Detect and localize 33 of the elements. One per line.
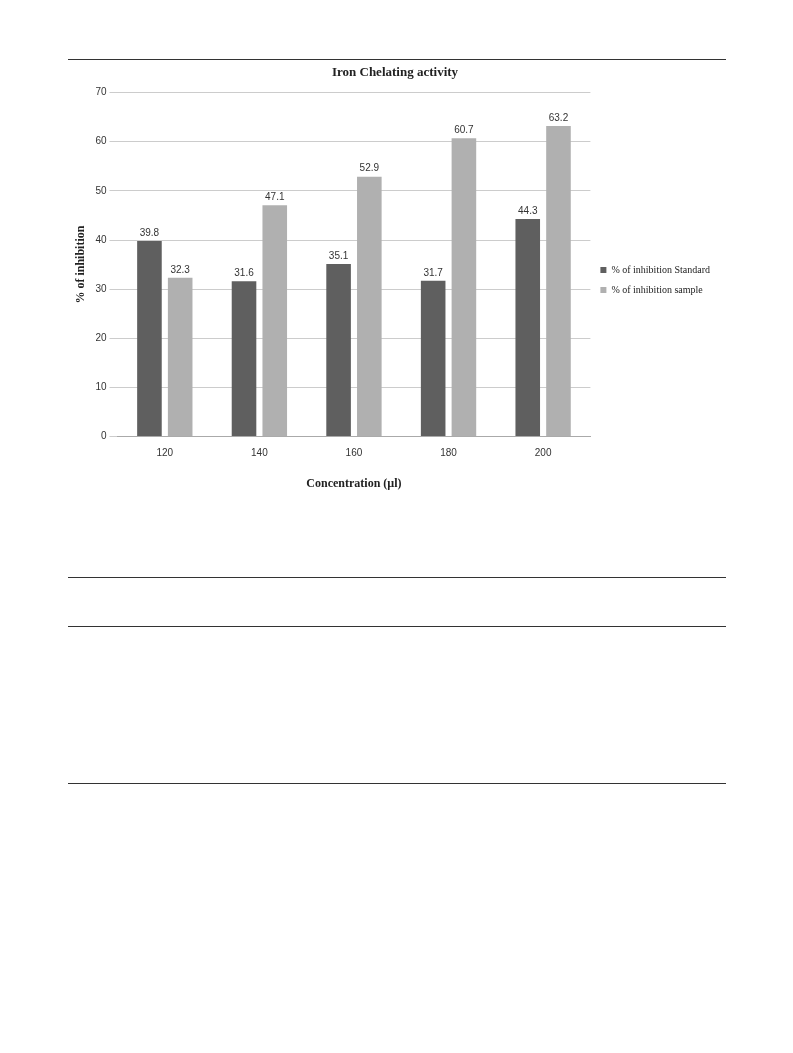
data-label: 32.3 (170, 263, 191, 275)
chart-title: Iron Chelating activity (331, 64, 459, 80)
bar (515, 218, 541, 437)
y-tick-label: 70 (95, 86, 107, 98)
x-tick-label: 140 (251, 447, 269, 459)
x-tick-label: 180 (440, 447, 458, 459)
x-tick-label: 200 (534, 447, 552, 459)
x-tick-label: 120 (156, 447, 174, 459)
legend-label: % of inhibition sample (611, 283, 704, 295)
data-label: 39.8 (139, 226, 160, 238)
data-label: 60.7 (454, 124, 475, 136)
data-label: 31.6 (234, 267, 255, 279)
data-label: 52.9 (359, 162, 380, 174)
data-label: 44.3 (518, 204, 538, 216)
x-axis-title: Concentration (µl) (306, 475, 402, 490)
bar (420, 280, 446, 437)
bar (231, 281, 257, 437)
y-tick-label: 40 (95, 233, 107, 245)
y-tick-label: 50 (95, 184, 107, 196)
x-tick-label: 160 (345, 447, 363, 459)
y-tick-label: 10 (95, 381, 107, 393)
data-label: 35.1 (328, 249, 349, 261)
y-tick-label: 20 (95, 332, 107, 344)
bar (137, 241, 162, 437)
y-tick-label: 30 (95, 282, 107, 294)
y-axis-title: % of inhibition (73, 225, 88, 304)
legend-label: % of inhibition Standard (611, 263, 711, 275)
bar (326, 264, 351, 437)
data-label: 63.2 (548, 111, 569, 123)
data-label: 47.1 (265, 190, 285, 202)
y-tick-label: 60 (95, 135, 107, 147)
data-label: 31.7 (423, 266, 444, 278)
y-tick-label: 0 (100, 430, 107, 442)
